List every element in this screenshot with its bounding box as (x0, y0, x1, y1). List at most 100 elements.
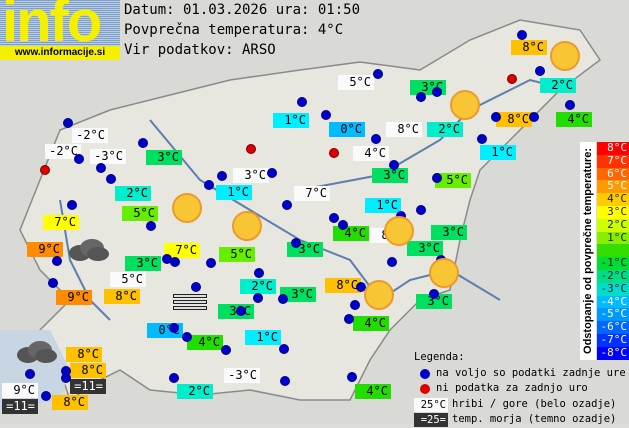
station-dot-available[interactable] (387, 257, 397, 267)
station-dot-available[interactable] (221, 345, 231, 355)
station-dot-available[interactable] (371, 134, 381, 144)
station-dot-available[interactable] (74, 154, 84, 164)
sun-icon (232, 211, 262, 241)
station-dot-available[interactable] (416, 92, 426, 102)
station-dot-available[interactable] (138, 138, 148, 148)
station-dot-available[interactable] (291, 238, 301, 248)
station-temperature-label: 8°C (511, 40, 547, 55)
station-dot-missing[interactable] (40, 165, 50, 175)
station-dot-available[interactable] (182, 332, 192, 342)
colorbar-step: -6°C (597, 320, 629, 334)
station-dot-available[interactable] (48, 278, 58, 288)
colorbar-step: 6°C (597, 167, 629, 181)
station-dot-available[interactable] (236, 306, 246, 316)
station-dot-available[interactable] (297, 97, 307, 107)
station-temperature-label: 3°C (372, 168, 408, 183)
station-dot-available[interactable] (67, 200, 77, 210)
station-temperature-label: 2°C (540, 78, 576, 93)
colorbar-step: 7°C (597, 154, 629, 168)
logo-text: info (2, 0, 102, 54)
station-dot-available[interactable] (217, 171, 227, 181)
station-dot-available[interactable] (350, 300, 360, 310)
station-dot-available[interactable] (565, 100, 575, 110)
station-dot-available[interactable] (517, 30, 527, 40)
station-dot-available[interactable] (429, 289, 439, 299)
station-dot-available[interactable] (61, 373, 71, 383)
station-temperature-label: 5°C (110, 272, 146, 287)
logo-url[interactable]: www.informacije.si (0, 46, 120, 60)
station-dot-available[interactable] (41, 391, 51, 401)
station-temperature-label: 5°C (122, 206, 158, 221)
legend-sea-text: temp. morja (temno ozadje) (452, 413, 617, 425)
station-dot-available[interactable] (389, 160, 399, 170)
station-dot-available[interactable] (432, 173, 442, 183)
station-dot-available[interactable] (416, 205, 426, 215)
station-dot-available[interactable] (170, 257, 180, 267)
station-dot-available[interactable] (347, 372, 357, 382)
station-temperature-label: 1°C (480, 145, 516, 160)
station-temperature-label: 1°C (216, 185, 252, 200)
cloud-icon (66, 239, 110, 261)
station-dot-available[interactable] (329, 213, 339, 223)
station-dot-available[interactable] (96, 163, 106, 173)
station-dot-available[interactable] (169, 373, 179, 383)
station-dot-available[interactable] (529, 112, 539, 122)
station-dot-available[interactable] (321, 110, 331, 120)
station-temperature-label: =11= (70, 379, 106, 394)
fog-icon (173, 294, 207, 310)
station-temperature-label: 2°C (177, 384, 213, 399)
colorbar-step: 5°C (597, 180, 629, 194)
station-dot-available[interactable] (254, 268, 264, 278)
station-temperature-label: -3°C (90, 149, 126, 164)
station-temperature-label: 8°C (66, 347, 102, 362)
station-dot-available[interactable] (278, 294, 288, 304)
colorbar-step: 3°C (597, 205, 629, 219)
station-temperature-label: 3°C (125, 256, 161, 271)
station-dot-available[interactable] (373, 69, 383, 79)
station-dot-missing[interactable] (507, 74, 517, 84)
station-temperature-label: 2°C (240, 279, 276, 294)
station-dot-available[interactable] (279, 344, 289, 354)
station-dot-available[interactable] (25, 369, 35, 379)
station-temperature-label: 3°C (233, 168, 269, 183)
station-dot-missing[interactable] (329, 148, 339, 158)
station-dot-available[interactable] (267, 168, 277, 178)
colorbar-title: Odstopanje od povprečne temperature: (580, 142, 596, 360)
station-dot-available[interactable] (204, 180, 214, 190)
colorbar-step: -5°C (597, 308, 629, 322)
data-source: Vir podatkov: ARSO (124, 42, 276, 58)
station-temperature-label: 5°C (338, 75, 374, 90)
station-temperature-label: 8°C (325, 278, 361, 293)
station-dot-available[interactable] (280, 376, 290, 386)
station-temperature-label: 1°C (245, 330, 281, 345)
station-dot-available[interactable] (206, 258, 216, 268)
colorbar-step: -7°C (597, 333, 629, 347)
station-dot-missing[interactable] (246, 144, 256, 154)
station-temperature-label: 4°C (353, 146, 389, 161)
station-dot-available[interactable] (491, 112, 501, 122)
station-temperature-label: 0°C (329, 122, 365, 137)
legend-missing: ni podatka za zadnjo uro (436, 382, 588, 394)
sun-icon (450, 90, 480, 120)
station-dot-available[interactable] (432, 87, 442, 97)
station-dot-available[interactable] (344, 314, 354, 324)
station-dot-available[interactable] (106, 174, 116, 184)
station-dot-available[interactable] (63, 118, 73, 128)
station-temperature-label: 7°C (294, 186, 330, 201)
station-dot-available[interactable] (52, 256, 62, 266)
station-dot-available[interactable] (146, 221, 156, 231)
average-temperature: Povprečna temperatura: 4°C (124, 22, 344, 38)
sun-icon (364, 280, 394, 310)
station-dot-available[interactable] (535, 66, 545, 76)
station-dot-available[interactable] (253, 293, 263, 303)
station-temperature-label: 7°C (43, 215, 79, 230)
station-dot-available[interactable] (282, 200, 292, 210)
sun-icon (550, 41, 580, 71)
station-dot-available[interactable] (191, 282, 201, 292)
station-temperature-label: 8°C (52, 395, 88, 410)
station-dot-available[interactable] (338, 220, 348, 230)
station-dot-available[interactable] (477, 134, 487, 144)
logo[interactable]: info www.informacije.si (0, 0, 120, 60)
station-dot-available[interactable] (169, 323, 179, 333)
colorbar-step: -8°C (597, 346, 629, 360)
